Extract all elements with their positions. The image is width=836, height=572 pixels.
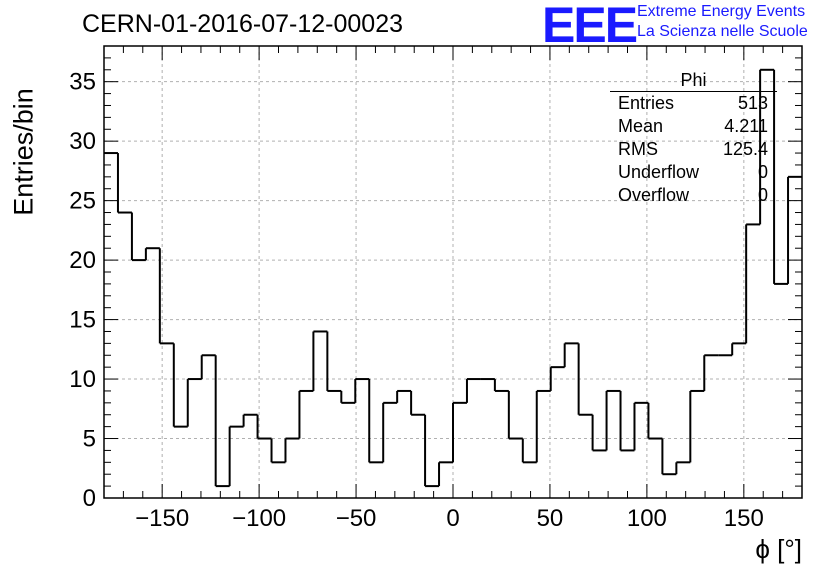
y-tick-label: 20: [69, 247, 96, 274]
y-tick-label: 15: [69, 307, 96, 334]
y-tick-label: 35: [69, 69, 96, 96]
x-tick-label: 100: [627, 505, 667, 532]
x-tick-label: −150: [135, 505, 189, 532]
stats-box: Phi Entries 513 Mean 4.211 RMS 125.4 Und…: [610, 70, 777, 207]
stats-row-entries: Entries 513: [610, 92, 777, 115]
stats-row-rms: RMS 125.4: [610, 138, 777, 161]
stats-value: 513: [737, 93, 768, 113]
logo-line-1: Extreme Energy Events: [637, 3, 806, 20]
x-tick-label: 0: [446, 505, 459, 532]
stats-value: 0: [757, 185, 768, 205]
stats-title: Phi: [610, 70, 777, 92]
x-axis-label: ϕ [°]: [755, 534, 802, 564]
stats-label: RMS: [618, 139, 658, 159]
stats-label: Entries: [618, 93, 675, 113]
stats-row-overflow: Overflow 0: [610, 184, 777, 207]
chart-title: CERN-01-2016-07-12-00023: [82, 10, 404, 38]
y-tick-label: 0: [83, 485, 96, 512]
stats-value: 125.4: [722, 139, 768, 159]
x-tick-label: −50: [336, 505, 377, 532]
y-tick-label: 10: [69, 366, 96, 393]
stats-value: 0: [757, 162, 768, 182]
y-axis-label-wrap: Entries/bin: [4, 88, 44, 216]
y-tick-label: 5: [83, 426, 96, 453]
stats-value: 4.211: [724, 116, 768, 136]
stats-label: Overflow: [618, 185, 690, 205]
y-axis-label: Entries/bin: [8, 88, 39, 216]
y-tick-label: 25: [69, 188, 96, 215]
y-tick-label: 30: [69, 128, 96, 155]
stats-label: Mean: [618, 116, 664, 136]
x-tick-label: 50: [537, 505, 564, 532]
x-tick-label: 150: [724, 505, 764, 532]
logo-line-2: La Scienza nelle Scuole: [637, 23, 808, 40]
stats-label: Underflow: [618, 162, 700, 182]
eee-logo-text: Extreme Energy Events La Scienza nelle S…: [637, 2, 808, 42]
stats-row-mean: Mean 4.211: [610, 115, 777, 138]
stats-row-underflow: Underflow 0: [610, 161, 777, 184]
eee-logo: EEE: [542, 0, 638, 53]
x-tick-label: −100: [232, 505, 286, 532]
